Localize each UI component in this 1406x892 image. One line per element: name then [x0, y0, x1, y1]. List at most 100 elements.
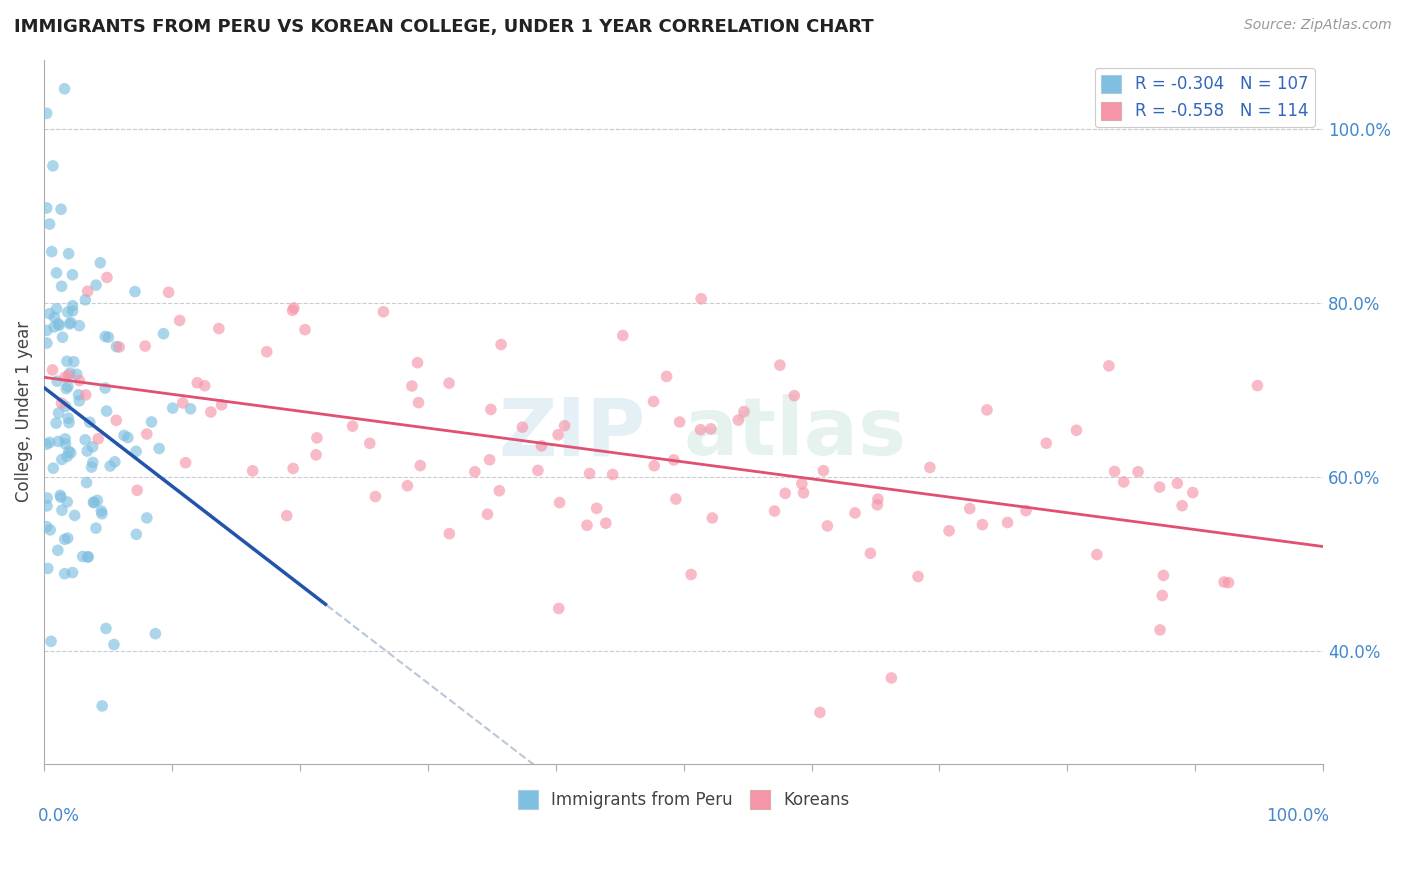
Point [97, 330, 120, 344]
Point [79, 415, 101, 429]
Point [96, 404, 118, 418]
Point [602, 467, 624, 482]
Point [464, 465, 486, 479]
Point [1104, 465, 1126, 479]
Point [105, 413, 128, 427]
Point [1126, 465, 1149, 479]
Point [200, 405, 222, 419]
Point [55, 437, 77, 451]
Point [1181, 485, 1204, 500]
Point [89, 256, 111, 270]
Point [793, 486, 815, 500]
Point [135, 511, 157, 525]
Point [1149, 623, 1171, 637]
Point [41, 363, 63, 377]
Point [37, 491, 59, 505]
Point [38, 217, 60, 231]
Point [859, 546, 882, 560]
Point [305, 431, 328, 445]
Point [53, 82, 76, 96]
Point [612, 328, 634, 343]
Point [62, 303, 84, 318]
Point [55, 382, 77, 396]
Point [276, 508, 298, 523]
Point [1152, 589, 1174, 603]
Point [1035, 436, 1057, 450]
Point [547, 427, 569, 442]
Point [55, 399, 77, 413]
Point [342, 419, 364, 434]
Point [783, 389, 806, 403]
Point [58, 368, 80, 383]
Point [815, 519, 838, 533]
Point [180, 401, 202, 416]
Point [489, 337, 512, 351]
Point [408, 395, 430, 409]
Point [42, 159, 65, 173]
Point [49, 488, 72, 502]
Point [53, 533, 76, 547]
Point [700, 422, 723, 436]
Point [527, 463, 550, 477]
Point [63, 508, 86, 523]
Point [1098, 359, 1121, 373]
Point [44, 310, 66, 325]
Point [976, 403, 998, 417]
Point [157, 285, 180, 300]
Point [77, 549, 100, 564]
Point [87, 432, 110, 446]
Point [76, 444, 98, 458]
Point [51, 279, 73, 293]
Point [547, 601, 569, 615]
Point [59, 317, 82, 331]
Point [58, 416, 80, 430]
Point [51, 330, 73, 344]
Point [108, 340, 131, 354]
Point [643, 458, 665, 473]
Point [66, 368, 89, 382]
Point [35, 336, 58, 351]
Point [972, 517, 994, 532]
Point [662, 453, 685, 467]
Point [1152, 568, 1174, 582]
Point [45, 266, 67, 280]
Point [866, 498, 889, 512]
Point [401, 379, 423, 393]
Point [76, 475, 98, 490]
Point [643, 394, 665, 409]
Text: 0.0%: 0.0% [38, 806, 80, 824]
Point [38, 307, 60, 321]
Point [45, 416, 67, 430]
Point [134, 339, 156, 353]
Point [62, 268, 84, 282]
Point [702, 511, 724, 525]
Point [186, 376, 208, 390]
Point [125, 527, 148, 541]
Point [1112, 475, 1135, 489]
Point [56, 305, 79, 319]
Point [256, 344, 278, 359]
Point [53, 370, 76, 384]
Point [409, 458, 432, 473]
Point [76, 549, 98, 564]
Point [152, 326, 174, 341]
Point [813, 464, 835, 478]
Point [98, 458, 121, 473]
Point [530, 439, 553, 453]
Point [62, 355, 84, 369]
Point [35, 519, 58, 533]
Point [46, 374, 69, 388]
Point [406, 356, 429, 370]
Point [1246, 378, 1268, 392]
Point [58, 444, 80, 458]
Point [56, 495, 79, 509]
Point [880, 671, 903, 685]
Point [478, 452, 501, 467]
Point [479, 402, 502, 417]
Point [35, 106, 58, 120]
Point [437, 376, 460, 391]
Point [1066, 423, 1088, 437]
Point [91, 698, 114, 713]
Point [283, 301, 305, 315]
Point [51, 452, 73, 467]
